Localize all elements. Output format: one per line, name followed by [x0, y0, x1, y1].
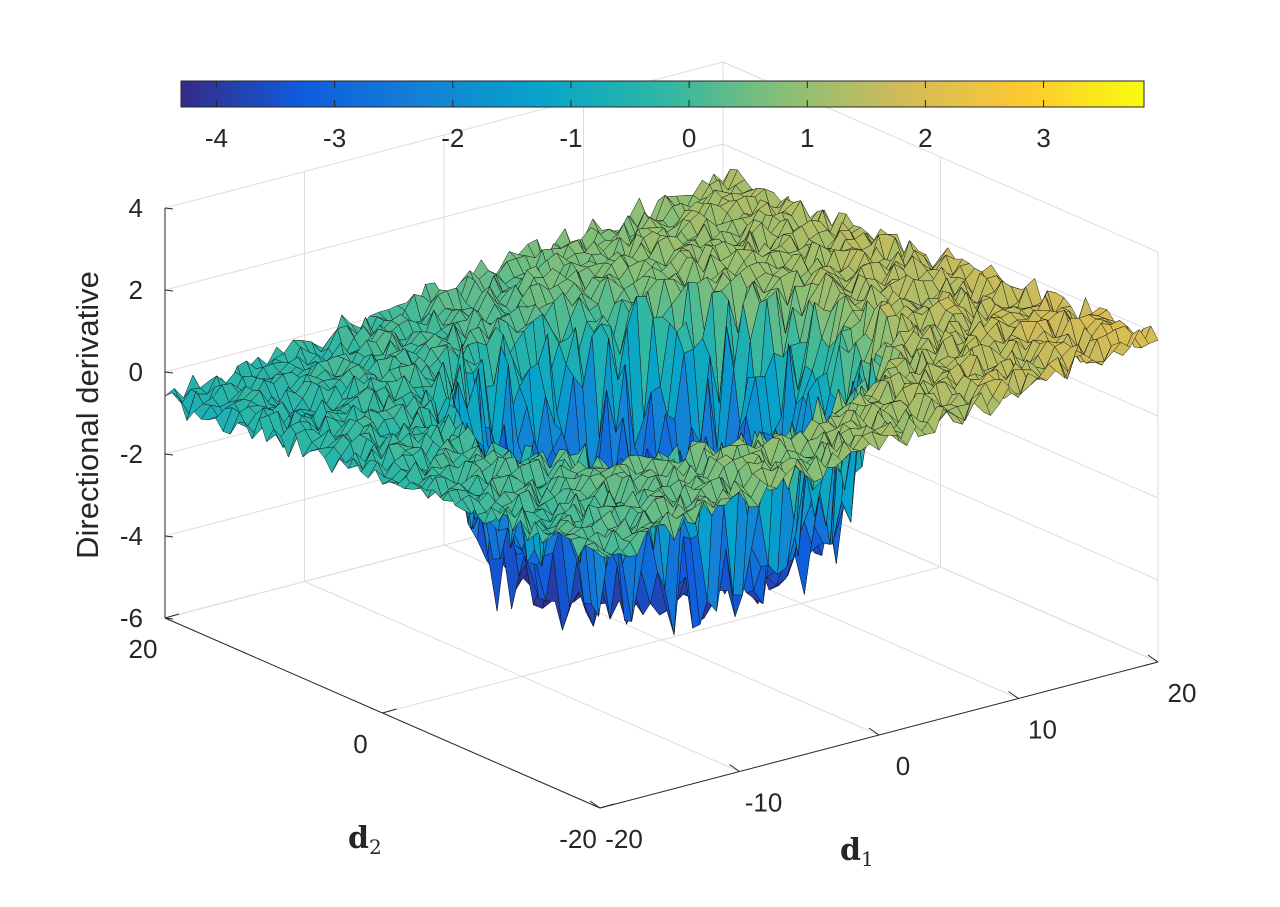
d1-tick-label: -10 [745, 788, 783, 818]
surface-plot [164, 168, 1159, 635]
d2-tick-label: 0 [353, 729, 367, 759]
d1-tick-label: 10 [1028, 715, 1057, 745]
colorbar-tick-label: 2 [918, 123, 932, 153]
colorbar-tick-label: -1 [559, 123, 582, 153]
d1-tick-label: -20 [605, 824, 643, 854]
d1-tick-label: 20 [1168, 678, 1197, 708]
colorbar-tick-label: -3 [323, 123, 346, 153]
colorbar-tick-label: -4 [205, 123, 228, 153]
z-tick-label: -2 [120, 439, 143, 469]
z-tick-label: 4 [129, 193, 143, 223]
colorbar-tick-label: 0 [682, 123, 696, 153]
colorbar-ticks: -4 -3 -2 -1 0 1 2 3 [205, 81, 1051, 153]
z-axis-label: Directional derivative [70, 271, 105, 559]
d1-tick-label: 0 [896, 751, 910, 781]
surface-patch [592, 549, 610, 558]
colorbar [180, 80, 1145, 108]
z-tick-label: -4 [120, 521, 143, 551]
z-tick-label: -6 [120, 603, 143, 633]
colorbar-tick-label: 1 [800, 123, 814, 153]
d2-axis-label: d2 [348, 821, 382, 859]
z-tick-label: 0 [129, 357, 143, 387]
d2-tick-label: 20 [129, 634, 158, 664]
colorbar-tick-label: 3 [1036, 123, 1050, 153]
d1-axis-label: d1 [840, 833, 874, 871]
z-tick-label: 2 [129, 275, 143, 305]
d2-tick-label: -20 [559, 824, 597, 854]
colorbar-tick-label: -2 [441, 123, 464, 153]
